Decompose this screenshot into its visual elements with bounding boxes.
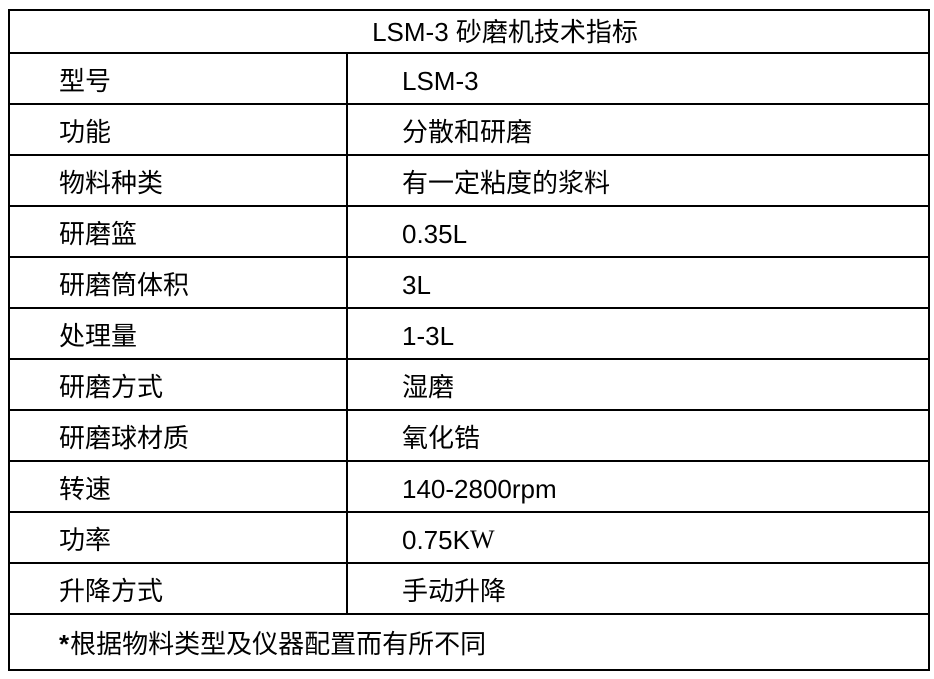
table-row: 型号 LSM-3 [10,54,928,105]
spec-label-cell: 处理量 [10,309,348,358]
spec-value-cell: 140-2800rpm [348,462,928,511]
spec-label-cell: 物料种类 [10,156,348,205]
spec-value: 140-2800rpm [402,474,557,504]
spec-value-cell: 手动升降 [348,564,928,613]
spec-value: 0.35L [402,219,468,249]
table-row: 转速 140-2800rpm [10,462,928,513]
table-row: 功能 分散和研磨 [10,105,928,156]
spec-label-cell: 研磨球材质 [10,411,348,460]
spec-label: 功能 [59,117,112,147]
spec-label-cell: 功能 [10,105,348,154]
spec-label: 研磨方式 [59,372,164,402]
footnote-marker: * [59,628,70,659]
spec-label: 转速 [59,474,112,504]
spec-value: 湿磨 [402,372,455,402]
spec-label: 研磨篮 [59,219,138,249]
spec-label-cell: 升降方式 [10,564,348,613]
spec-value: 分散和研磨 [402,117,533,147]
spec-label: 升降方式 [59,576,164,606]
spec-value-cell: 1-3L [348,309,928,358]
table-row: 研磨篮 0.35L [10,207,928,258]
spec-label-cell: 研磨方式 [10,360,348,409]
spec-table: LSM-3 砂磨机技术指标 型号 LSM-3 功能 分散和研磨 [8,9,930,671]
spec-label-cell: 转速 [10,462,348,511]
spec-label: 物料种类 [59,168,164,198]
spec-label: 型号 [59,66,112,96]
spec-label: 处理量 [59,321,138,351]
table-row: 研磨方式 湿磨 [10,360,928,411]
spec-label: 研磨球材质 [59,423,190,453]
table-title: LSM-3 砂磨机技术指标 [372,16,638,47]
spec-value-cell: 湿磨 [348,360,928,409]
table-row: 研磨筒体积 3L [10,258,928,309]
spec-value: 氧化锆 [402,423,481,453]
spec-label-cell: 功率 [10,513,348,562]
table-title-row: LSM-3 砂磨机技术指标 [10,11,928,54]
spec-value-cell: 分散和研磨 [348,105,928,154]
table-row: 处理量 1-3L [10,309,928,360]
footnote-text: 根据物料类型及仪器配置而有所不同 [70,628,487,659]
table-row: 物料种类 有一定粘度的浆料 [10,156,928,207]
spec-value-cell: 0.75K W [348,513,928,562]
spec-value-cell: 0.35L [348,207,928,256]
spec-label: 功率 [59,525,112,555]
spec-label-cell: 研磨筒体积 [10,258,348,307]
table-row: 升降方式 手动升降 [10,564,928,615]
spec-value: 有一定粘度的浆料 [402,168,611,198]
spec-value: 1-3L [402,321,455,351]
spec-value-cell: LSM-3 [348,54,928,103]
table-body: 型号 LSM-3 功能 分散和研磨 物料种类 [10,54,928,615]
spec-label-cell: 型号 [10,54,348,103]
spec-value: LSM-3 [402,66,479,96]
spec-label-cell: 研磨篮 [10,207,348,256]
table-footnote-row: * 根据物料类型及仪器配置而有所不同 [10,615,928,669]
spec-value-cell: 3L [348,258,928,307]
spec-value: 3L [402,270,431,300]
table-row: 功率 0.75K W [10,513,928,564]
spec-value: 手动升降 [402,576,507,606]
spec-label: 研磨筒体积 [59,270,190,300]
table-row: 研磨球材质 氧化锆 [10,411,928,462]
spec-value: 0.75K [402,525,470,555]
spec-value-cell: 氧化锆 [348,411,928,460]
spec-value-cell: 有一定粘度的浆料 [348,156,928,205]
spec-value-suffix: W [469,525,495,554]
